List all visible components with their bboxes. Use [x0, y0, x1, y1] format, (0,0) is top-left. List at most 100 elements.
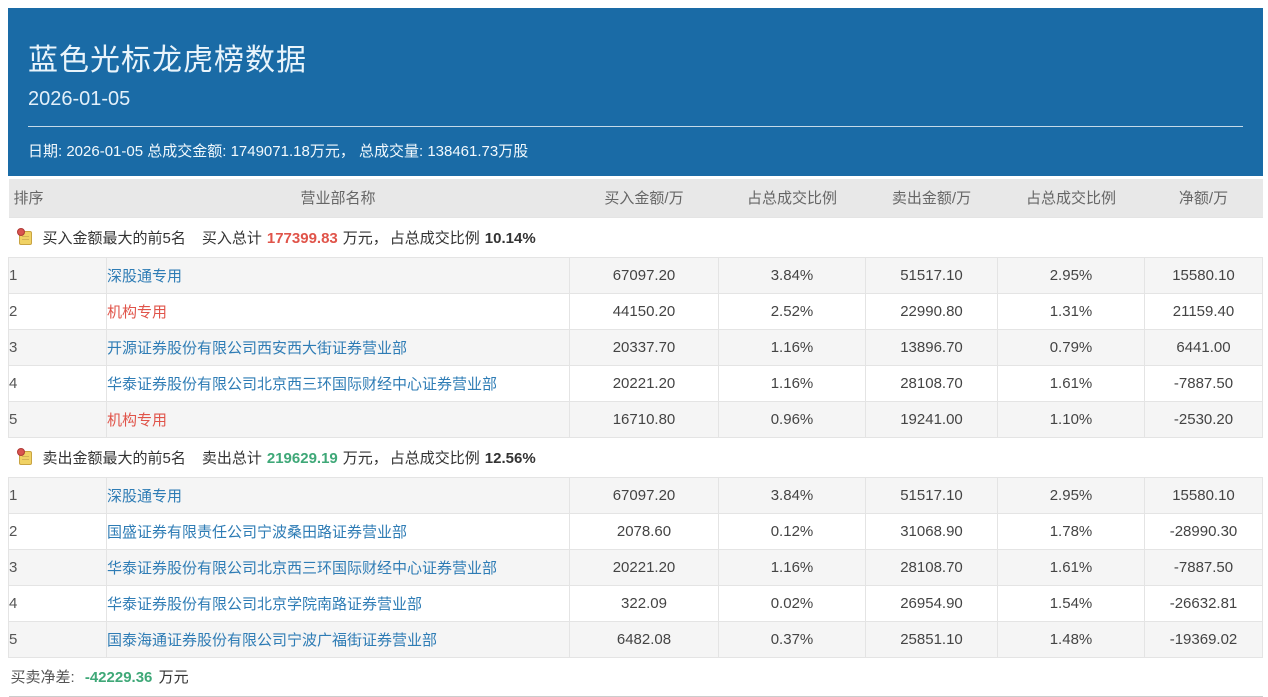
- sell-ratio-cell: 1.48%: [997, 620, 1145, 658]
- sell-ratio-cell: 2.95%: [997, 476, 1145, 514]
- net-amount-cell: -7887.50: [1144, 548, 1263, 586]
- section-header-row: 卖出金额最大的前5名 卖出总计 219629.19 万元， 占总成交比例 12.56%: [8, 436, 1263, 478]
- net-difference-value: -42229.36: [84, 668, 153, 686]
- section-ratio-value: 10.14%: [484, 229, 536, 247]
- column-header-buy-ratio: 占总成交比例: [718, 179, 866, 217]
- sell-ratio-cell: 1.31%: [997, 292, 1145, 330]
- sell-amount-cell: 19241.00: [865, 400, 998, 438]
- section-total-label: 买入总计: [201, 229, 262, 247]
- sell-ratio-cell: 1.54%: [997, 584, 1145, 622]
- buy-ratio-cell: 3.84%: [718, 476, 866, 514]
- branch-name-link[interactable]: 机构专用: [106, 400, 570, 438]
- rank-cell: 2: [8, 292, 107, 330]
- net-difference-label: 买卖净差:: [10, 668, 75, 686]
- branch-name-link[interactable]: 国盛证券有限责任公司宁波桑田路证券营业部: [106, 512, 570, 550]
- sell-amount-cell: 28108.70: [865, 364, 998, 402]
- header-divider: [28, 126, 1243, 127]
- sell-amount-cell: 28108.70: [865, 548, 998, 586]
- sell-amount-cell: 51517.10: [865, 476, 998, 514]
- section-total-value: 219629.19: [266, 449, 338, 467]
- table-row: 4 华泰证券股份有限公司北京西三环国际财经中心证券营业部 20221.20 1.16%…: [8, 364, 1263, 402]
- column-header-buy-amount: 买入金额/万: [569, 179, 719, 217]
- section-ratio-label: 占总成交比例: [389, 449, 480, 467]
- rank-cell: 5: [8, 620, 107, 658]
- buy-ratio-cell: 0.96%: [718, 400, 866, 438]
- column-header-sell-amount: 卖出金额/万: [865, 179, 998, 217]
- section-header-row: 买入金额最大的前5名 买入总计 177399.83 万元， 占总成交比例 10.14%: [8, 216, 1263, 258]
- net-difference-row: 买卖净差: -42229.36 万元: [8, 656, 1263, 697]
- table-header-row: 排序 营业部名称 买入金额/万 占总成交比例 卖出金额/万 占总成交比例 净额/…: [8, 179, 1263, 217]
- net-amount-cell: 21159.40: [1144, 292, 1263, 330]
- buy-ratio-cell: 1.16%: [718, 328, 866, 366]
- buy-ratio-cell: 1.16%: [718, 364, 866, 402]
- section-title: 卖出金额最大的前5名: [42, 449, 186, 467]
- table-row: 5 国泰海通证券股份有限公司宁波广福街证券营业部 6482.08 0.37% 25851…: [8, 620, 1263, 658]
- buy-ratio-cell: 0.37%: [718, 620, 866, 658]
- section-total-label: 卖出总计: [201, 449, 262, 467]
- section-total-unit: 万元，: [342, 229, 388, 247]
- sell-amount-cell: 13896.70: [865, 328, 998, 366]
- buy-ratio-cell: 0.02%: [718, 584, 866, 622]
- sell-ratio-cell: 1.61%: [997, 364, 1145, 402]
- buy-amount-cell: 2078.60: [569, 512, 719, 550]
- sell-ratio-cell: 1.61%: [997, 548, 1145, 586]
- net-amount-cell: -7887.50: [1144, 364, 1263, 402]
- branch-name-link[interactable]: 机构专用: [106, 292, 570, 330]
- table-row: 1 深股通专用 67097.20 3.84% 51517.10 2.95% 15580.10: [8, 256, 1263, 294]
- sell-ratio-cell: 0.79%: [997, 328, 1145, 366]
- buy-amount-cell: 6482.08: [569, 620, 719, 658]
- buy-ratio-cell: 3.84%: [718, 256, 866, 294]
- table-row: 2 国盛证券有限责任公司宁波桑田路证券营业部 2078.60 0.12% 31068.9…: [8, 512, 1263, 550]
- table-row: 3 开源证券股份有限公司西安西大街证券营业部 20337.70 1.16% 13896.…: [8, 328, 1263, 366]
- buy-amount-cell: 44150.20: [569, 292, 719, 330]
- branch-name-link[interactable]: 华泰证券股份有限公司北京西三环国际财经中心证券营业部: [106, 548, 570, 586]
- table-row: 4 华泰证券股份有限公司北京学院南路证券营业部 322.09 0.02% 26954.9…: [8, 584, 1263, 622]
- table-row: 5 机构专用 16710.80 0.96% 19241.00 1.10% -2530.20: [8, 400, 1263, 438]
- sell-amount-cell: 51517.10: [865, 256, 998, 294]
- net-difference-cell: 买卖净差: -42229.36 万元: [8, 656, 1263, 697]
- rank-cell: 4: [8, 364, 107, 402]
- net-amount-cell: -19369.02: [1144, 620, 1263, 658]
- column-header-net-amount: 净额/万: [1144, 179, 1263, 217]
- net-amount-cell: -26632.81: [1144, 584, 1263, 622]
- buy-amount-cell: 20337.70: [569, 328, 719, 366]
- report-header: 蓝色光标龙虎榜数据 2026-01-05 日期: 2026-01-05 总成交金…: [8, 8, 1263, 176]
- sell-amount-cell: 31068.90: [865, 512, 998, 550]
- lhb-report-page: 蓝色光标龙虎榜数据 2026-01-05 日期: 2026-01-05 总成交金…: [8, 8, 1263, 697]
- column-header-branch-name: 营业部名称: [106, 179, 570, 217]
- buy-ratio-cell: 1.16%: [718, 548, 866, 586]
- branch-name-link[interactable]: 深股通专用: [106, 256, 570, 294]
- branch-name-link[interactable]: 华泰证券股份有限公司北京西三环国际财经中心证券营业部: [106, 364, 570, 402]
- sell-ratio-cell: 2.95%: [997, 256, 1145, 294]
- rank-cell: 1: [8, 256, 107, 294]
- column-header-rank: 排序: [8, 179, 107, 217]
- note-icon: [16, 447, 32, 465]
- buy-amount-cell: 67097.20: [569, 256, 719, 294]
- section-total-value: 177399.83: [266, 229, 338, 247]
- sell-ratio-cell: 1.78%: [997, 512, 1145, 550]
- rank-cell: 5: [8, 400, 107, 438]
- branch-name-link[interactable]: 国泰海通证券股份有限公司宁波广福街证券营业部: [106, 620, 570, 658]
- sell-ratio-cell: 1.10%: [997, 400, 1145, 438]
- net-amount-cell: 15580.10: [1144, 256, 1263, 294]
- section-header-cell: 卖出金额最大的前5名 卖出总计 219629.19 万元， 占总成交比例 12.56%: [8, 436, 1263, 478]
- rank-cell: 1: [8, 476, 107, 514]
- lhb-table: 排序 营业部名称 买入金额/万 占总成交比例 卖出金额/万 占总成交比例 净额/…: [8, 179, 1263, 697]
- rank-cell: 3: [8, 548, 107, 586]
- branch-name-link[interactable]: 开源证券股份有限公司西安西大街证券营业部: [106, 328, 570, 366]
- report-date: 2026-01-05: [28, 88, 131, 110]
- branch-name-link[interactable]: 深股通专用: [106, 476, 570, 514]
- column-header-sell-ratio: 占总成交比例: [997, 179, 1145, 217]
- table-row: 2 机构专用 44150.20 2.52% 22990.80 1.31% 21159.40: [8, 292, 1263, 330]
- section-total-unit: 万元，: [342, 449, 388, 467]
- branch-name-link[interactable]: 华泰证券股份有限公司北京学院南路证券营业部: [106, 584, 570, 622]
- net-amount-cell: -28990.30: [1144, 512, 1263, 550]
- section-ratio-value: 12.56%: [484, 449, 536, 467]
- buy-amount-cell: 20221.20: [569, 548, 719, 586]
- buy-amount-cell: 16710.80: [569, 400, 719, 438]
- note-icon: [16, 227, 32, 245]
- net-amount-cell: -2530.20: [1144, 400, 1263, 438]
- net-amount-cell: 6441.00: [1144, 328, 1263, 366]
- rank-cell: 4: [8, 584, 107, 622]
- rank-cell: 2: [8, 512, 107, 550]
